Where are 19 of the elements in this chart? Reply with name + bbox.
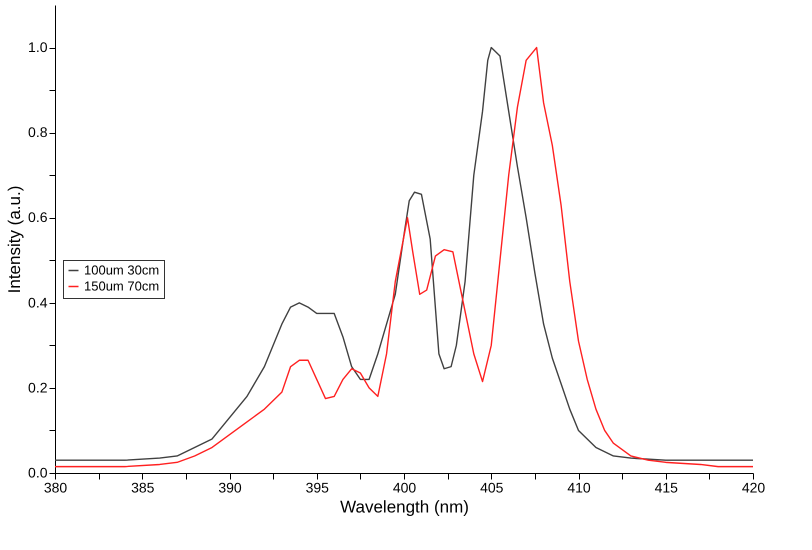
y-tick-label: 0.2 (28, 379, 48, 396)
x-tick-label: 400 (392, 480, 416, 496)
x-tick-label: 395 (306, 480, 330, 496)
x-tick-label: 410 (567, 480, 591, 496)
x-tick-label: 390 (218, 480, 242, 496)
legend-label: 100um 30cm (84, 262, 160, 278)
x-axis-title: Wavelength (nm) (340, 498, 469, 516)
x-tick-label: 385 (131, 480, 155, 496)
x-tick-label: 380 (44, 480, 68, 496)
y-tick-label: 0.8 (28, 124, 48, 140)
y-axis-title: Intensity (a.u.) (5, 186, 24, 294)
legend-label: 150um 70cm (84, 278, 160, 294)
y-tick-label: 0.0 (28, 464, 48, 480)
y-tick-label: 0.4 (28, 294, 48, 310)
x-tick-label: 405 (480, 480, 504, 496)
x-tick-label: 420 (742, 480, 766, 496)
y-tick-label: 1.0 (28, 39, 48, 56)
y-tick-label: 0.6 (28, 209, 48, 226)
x-tick-label: 415 (654, 480, 678, 496)
